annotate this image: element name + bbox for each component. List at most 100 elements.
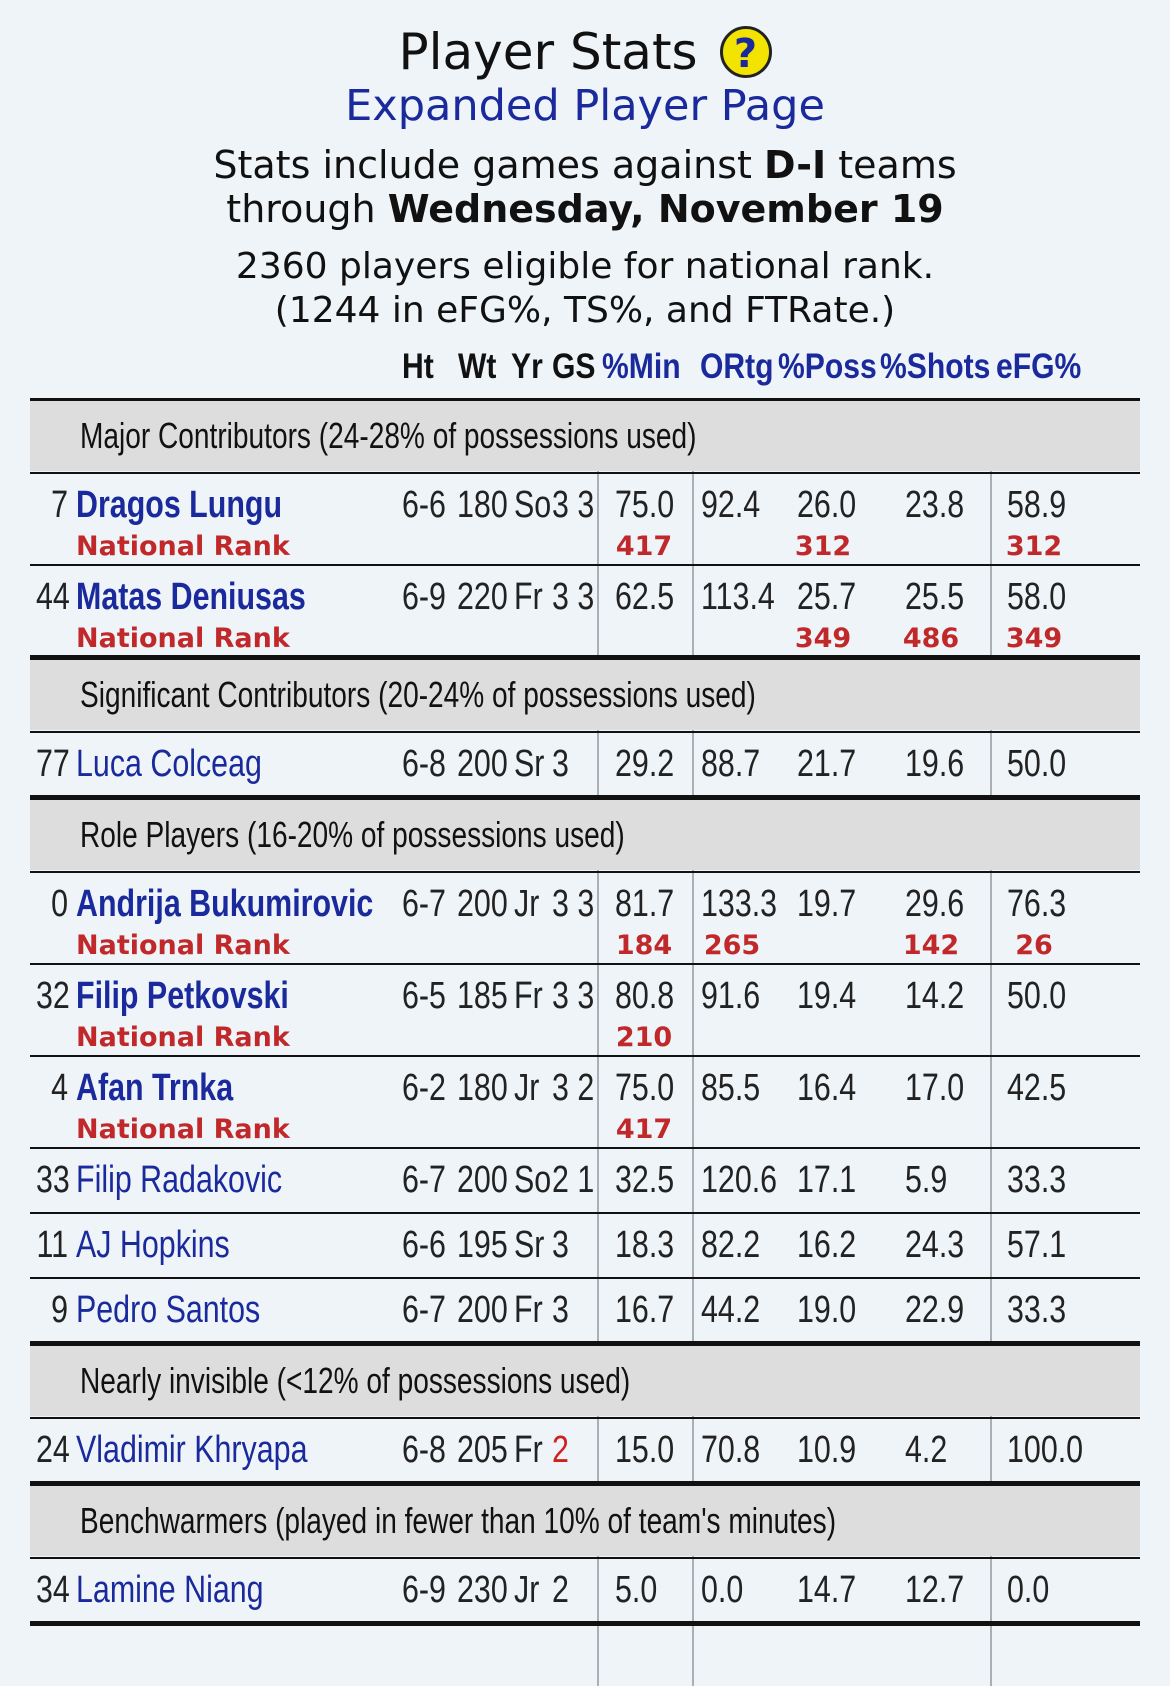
games-started-value: 3: [552, 743, 569, 785]
ortg-value: 120.6: [701, 1159, 778, 1201]
pct-min-value: 80.8: [615, 975, 675, 1017]
player-name-link[interactable]: Lamine Niang: [76, 1569, 264, 1611]
player-name-link[interactable]: AJ Hopkins: [76, 1224, 230, 1266]
table-row: 32 Filip Petkovski 6-5 185 Fr 3 3 80.8 91.6 19.4…: [30, 964, 1140, 1056]
player-stats-table: Major Contributors (24-28% of possession…: [30, 398, 1140, 1686]
ortg-value: 91.6: [701, 975, 761, 1017]
pct-min-value: 81.7: [615, 883, 675, 925]
jersey-number: 11: [36, 1224, 68, 1266]
help-icon[interactable]: ?: [719, 25, 772, 78]
height-value: 6-7: [402, 1289, 446, 1331]
jersey-number: 4: [51, 1067, 68, 1109]
pct-min-value: 32.5: [615, 1159, 675, 1201]
section-header: Role Players (16-20% of possessions used…: [30, 800, 1140, 870]
player-name-link[interactable]: Filip Petkovski: [76, 975, 289, 1017]
player-name-link[interactable]: Luca Colceag: [76, 743, 262, 785]
section-header: Significant Contributors (20-24% of poss…: [30, 660, 1140, 730]
row-divider: [30, 1055, 1140, 1057]
national-rank-min: 184: [615, 930, 673, 961]
games-started-value: 3: [552, 1224, 569, 1266]
height-value: 6-8: [402, 743, 446, 785]
pct-poss-value: 25.7: [797, 576, 857, 618]
weight-value: 230: [457, 1569, 508, 1611]
section-divider: [30, 655, 1140, 660]
column-header-gs: GS: [552, 347, 596, 386]
column-divider: [990, 398, 992, 1686]
national-rank-efg: 312: [1005, 531, 1063, 562]
section-title: Benchwarmers (played in fewer than 10% o…: [80, 1500, 837, 1541]
eligibility-note-line1: 2360 players eligible for national rank.: [235, 246, 935, 287]
national-rank-efg: 26: [1015, 930, 1053, 961]
row-divider: [30, 871, 1140, 873]
height-value: 6-5: [402, 975, 446, 1017]
year-value: Sr: [514, 1224, 545, 1266]
pct-poss-value: 16.4: [797, 1067, 857, 1109]
efg-value: 42.5: [1007, 1067, 1067, 1109]
page-title: Player Stats ?: [0, 22, 1170, 82]
ortg-value: 92.4: [701, 484, 761, 526]
ortg-value: 44.2: [701, 1289, 761, 1331]
height-value: 6-9: [402, 1569, 446, 1611]
table-row: 77 Luca Colceag 6-8 200 Sr 3 29.2 88.7 21.7 19.6 5…: [30, 732, 1140, 797]
year-value: Jr: [514, 1067, 540, 1109]
pct-poss-value: 21.7: [797, 743, 857, 785]
national-rank-efg: 349: [1005, 623, 1063, 654]
section-title: Role Players (16-20% of possessions used…: [80, 814, 625, 855]
player-name-link[interactable]: Vladimir Khryapa: [76, 1429, 308, 1471]
section-title: Major Contributors (24-28% of possession…: [80, 415, 697, 456]
table-row: 44 Matas Deniusas 6-9 220 Fr 3 3 62.5 113.4 25.7…: [30, 565, 1140, 657]
pct-min-value: 5.0: [615, 1569, 658, 1611]
jersey-number: 7: [51, 484, 68, 526]
national-rank-label: National Rank: [76, 1114, 290, 1145]
games-started-value: 3 3: [552, 484, 595, 526]
games-started-value: 2: [552, 1429, 569, 1471]
expanded-player-page-link[interactable]: Expanded Player Page: [345, 81, 825, 131]
year-value: Fr: [514, 1429, 543, 1471]
year-value: Jr: [514, 883, 540, 925]
player-name-link[interactable]: Afan Trnka: [76, 1067, 234, 1109]
row-divider: [30, 1277, 1140, 1279]
jersey-number: 24: [36, 1429, 70, 1471]
pct-poss-value: 19.4: [797, 975, 857, 1017]
weight-value: 200: [457, 1289, 508, 1331]
pct-shots-value: 24.3: [905, 1224, 965, 1266]
table-row: 0 Andrija Bukumirovic 6-7 200 Jr 3 3 81.7 133.3…: [30, 872, 1140, 964]
pct-poss-value: 17.1: [797, 1159, 857, 1201]
table-row: 33 Filip Radakovic 6-7 200 So 2 1 32.5 120.6 17.…: [30, 1148, 1140, 1213]
national-rank-ortg: 265: [703, 930, 761, 961]
pct-poss-value: 26.0: [797, 484, 857, 526]
column-divider: [692, 398, 694, 1686]
ortg-value: 113.4: [701, 576, 775, 618]
height-value: 6-6: [402, 1224, 446, 1266]
ortg-value: 85.5: [701, 1067, 761, 1109]
efg-value: 100.0: [1007, 1429, 1084, 1471]
column-header-min[interactable]: %Min: [602, 347, 681, 386]
column-header-efg[interactable]: eFG%: [996, 347, 1082, 386]
pct-shots-value: 19.6: [905, 743, 965, 785]
stats-note-line2: through Wednesday, November 19: [226, 187, 944, 231]
pct-shots-value: 22.9: [905, 1289, 965, 1331]
national-rank-shots: 486: [902, 623, 960, 654]
player-name-link[interactable]: Matas Deniusas: [76, 576, 306, 618]
pct-min-value: 29.2: [615, 743, 675, 785]
player-name-link[interactable]: Filip Radakovic: [76, 1159, 283, 1201]
pct-poss-value: 19.7: [797, 883, 857, 925]
height-value: 6-6: [402, 484, 446, 526]
jersey-number: 33: [36, 1159, 70, 1201]
player-name-link[interactable]: Andrija Bukumirovic: [76, 883, 374, 925]
national-rank-label: National Rank: [76, 1022, 290, 1053]
weight-value: 205: [457, 1429, 508, 1471]
column-header-ortg[interactable]: ORtg: [700, 347, 774, 386]
row-divider: [30, 1417, 1140, 1419]
player-name-link[interactable]: Pedro Santos: [76, 1289, 261, 1331]
player-name-link[interactable]: Dragos Lungu: [76, 484, 283, 526]
column-header-shots[interactable]: %Shots: [880, 347, 991, 386]
pct-poss-value: 16.2: [797, 1224, 857, 1266]
height-value: 6-2: [402, 1067, 446, 1109]
pct-poss-value: 10.9: [797, 1429, 857, 1471]
section-header: Nearly invisible (<12% of possessions us…: [30, 1346, 1140, 1416]
row-divider: [30, 472, 1140, 474]
pct-min-value: 15.0: [615, 1429, 675, 1471]
column-header-poss[interactable]: %Poss: [778, 347, 877, 386]
year-value: Jr: [514, 1569, 540, 1611]
